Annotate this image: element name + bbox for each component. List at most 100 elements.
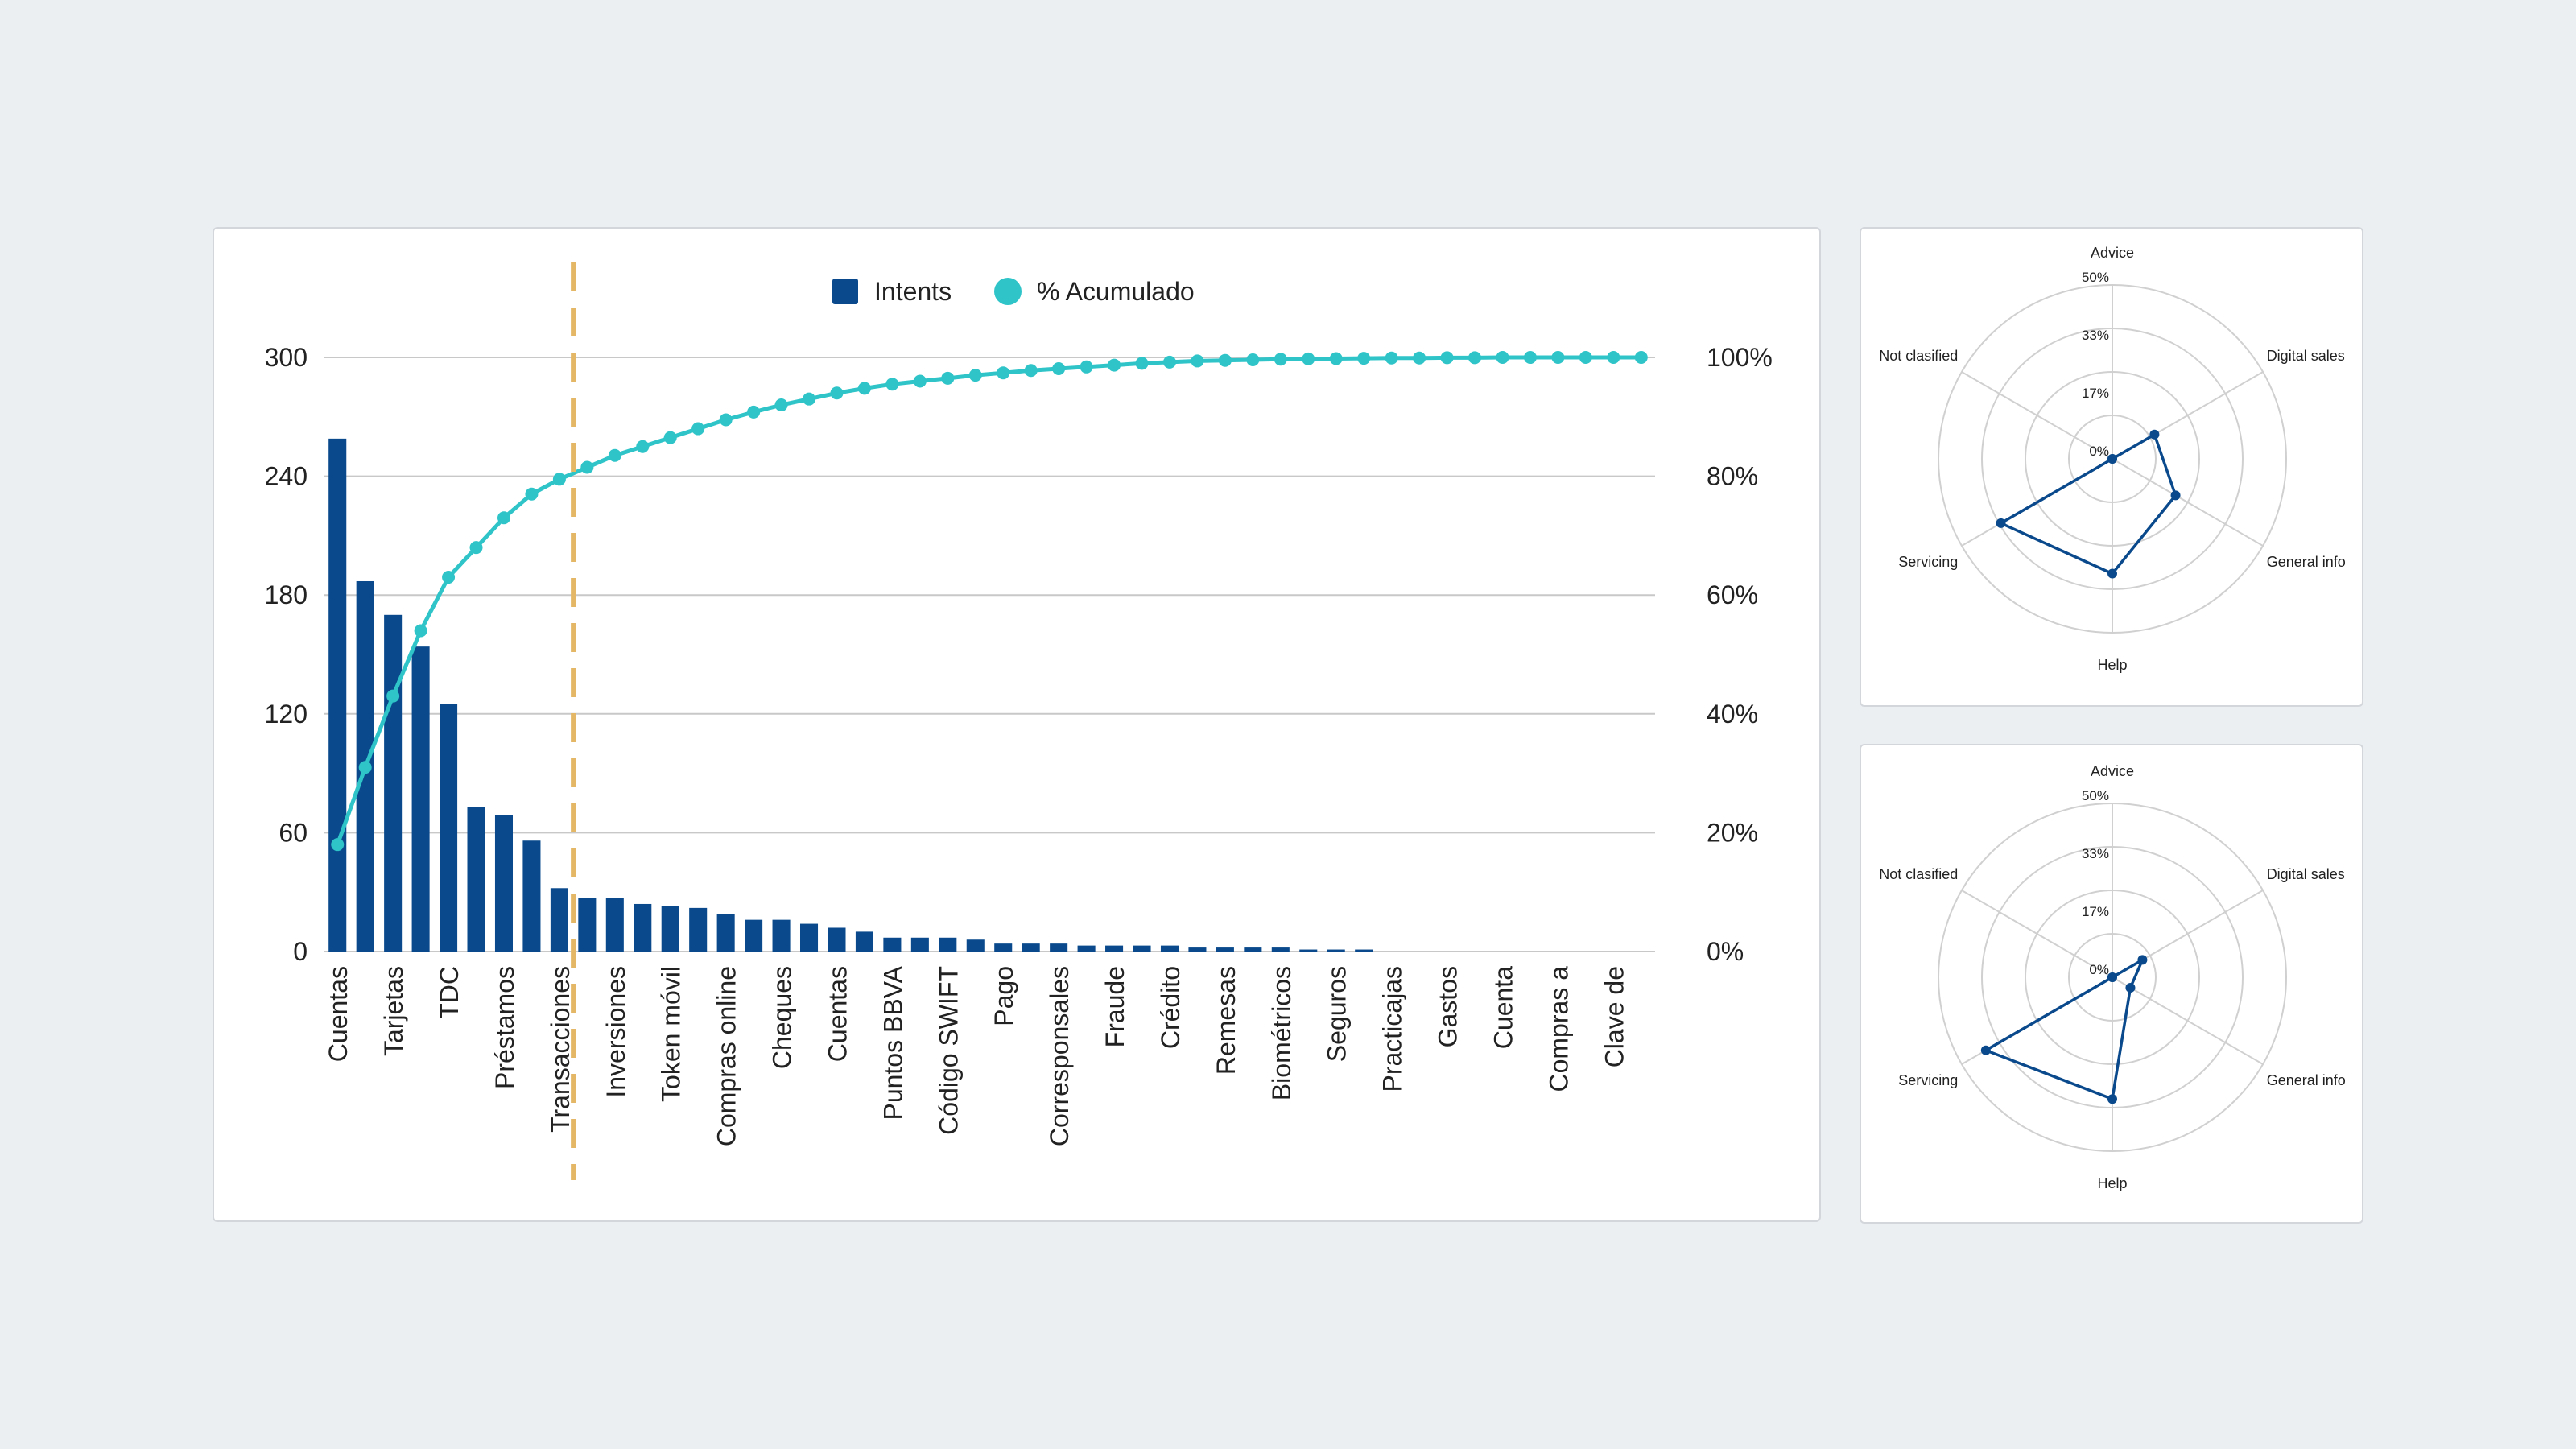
- bar: [1271, 947, 1290, 952]
- y-left-tick-label: 60: [279, 818, 308, 847]
- cumulative-point: [1634, 351, 1648, 364]
- bar: [1188, 947, 1207, 952]
- cumulative-point: [580, 460, 594, 474]
- pareto-chart-panel: 0 60 120 180 240 300 0% 20% 40% 60% 80% 100% Cuentas…: [213, 227, 1821, 1222]
- cumulative-point: [1274, 353, 1287, 366]
- bar: [855, 931, 873, 952]
- cumulative-point: [663, 431, 677, 444]
- cumulative-point: [1080, 360, 1093, 374]
- bar: [966, 939, 985, 952]
- bar: [1022, 943, 1040, 952]
- y-right-tick-label: 0%: [1707, 937, 1744, 966]
- cumulative-point: [941, 371, 955, 385]
- category-label: Fraude: [1100, 966, 1129, 1047]
- cumulative-point: [386, 689, 400, 703]
- y-right-tick-label: 20%: [1707, 818, 1758, 847]
- cumulative-point: [1329, 352, 1343, 365]
- radar-spoke: [2112, 976, 2264, 1065]
- bar: [1216, 947, 1234, 952]
- cumulative-point: [968, 369, 982, 382]
- category-label: Inversiones: [601, 966, 630, 1098]
- bar: [1355, 949, 1373, 952]
- radar-point: [2107, 454, 2117, 464]
- cumulative-point: [331, 838, 345, 852]
- cumulative-point: [886, 378, 899, 391]
- bar: [772, 919, 791, 952]
- cumulative-point: [1052, 362, 1066, 376]
- y-left-tick-label: 0: [293, 937, 308, 966]
- radar-ring-label: 50%: [2082, 270, 2109, 285]
- radar-axis-label: Help: [2097, 1175, 2127, 1191]
- y-left-tick-label: 180: [265, 580, 308, 609]
- bar: [605, 898, 624, 952]
- category-label: Gastos: [1434, 966, 1463, 1047]
- cumulative-point: [1246, 353, 1260, 366]
- radar-axis-label: General info: [2267, 1072, 2346, 1088]
- cumulative-point: [1302, 352, 1315, 365]
- category-label: Puntos BBVA: [878, 965, 907, 1120]
- category-label: Cuentas: [823, 966, 852, 1062]
- radar-ring-label: 17%: [2082, 904, 2109, 919]
- radar-axis-label: Servicing: [1898, 554, 1958, 570]
- cumulative-point: [1579, 351, 1592, 364]
- bar: [522, 840, 541, 952]
- bar: [689, 907, 708, 952]
- category-label: Biométricos: [1267, 966, 1296, 1100]
- y-left-tick-label: 120: [265, 700, 308, 729]
- y-right-tick-label: 40%: [1707, 700, 1758, 729]
- radar-chart-1: 0% 17% 33% 50% Advice Digital sales General in…: [1879, 245, 2346, 673]
- legend: Intents % Acumulado: [832, 277, 1195, 306]
- bar: [1105, 945, 1124, 952]
- radar-axis-label: Advice: [2091, 763, 2134, 779]
- legend-label-intents: Intents: [874, 277, 952, 306]
- radar-chart-2: 0% 17% 33% 50% Advice Digital sales General in…: [1879, 763, 2346, 1191]
- cumulative-point: [1191, 354, 1204, 368]
- category-label: Token móvil: [657, 966, 686, 1102]
- cumulative-point: [913, 374, 927, 388]
- category-label: Remesas: [1212, 966, 1241, 1075]
- cumulative-point: [691, 422, 705, 436]
- legend-swatch-cumulative: [994, 278, 1022, 305]
- category-label: Clave de: [1600, 966, 1629, 1067]
- bar: [467, 807, 485, 952]
- y-left-tick-label: 240: [265, 462, 308, 491]
- radar-ring-label: 50%: [2082, 788, 2109, 803]
- cumulative-point: [358, 761, 372, 774]
- bar: [384, 614, 402, 952]
- bar: [1299, 949, 1318, 952]
- radar-axis-label: General info: [2267, 554, 2346, 570]
- bar: [578, 898, 597, 952]
- bar: [550, 888, 568, 952]
- radar-series-polygon: [1982, 956, 2146, 1101]
- radar-spoke: [1961, 890, 2113, 978]
- cumulative-point: [1135, 357, 1149, 370]
- category-label: Seguros: [1323, 966, 1352, 1062]
- radar-series-polygon: [1997, 432, 2178, 576]
- legend-label-cumulative: % Acumulado: [1037, 277, 1195, 306]
- cumulative-point: [1496, 351, 1509, 364]
- bar: [1244, 947, 1262, 952]
- radar-chart-panel-2: 0% 17% 33% 50% Advice Digital sales General in…: [1860, 744, 2363, 1224]
- cumulative-point: [552, 473, 566, 486]
- radar-point: [2137, 955, 2148, 965]
- cumulative-point: [1551, 351, 1565, 364]
- cumulative-point: [1523, 351, 1537, 364]
- radar-axis-label: Advice: [2091, 245, 2134, 261]
- bar: [1327, 949, 1345, 952]
- cumulative-point: [997, 366, 1010, 380]
- category-label: Compras a: [1544, 966, 1573, 1092]
- bar: [661, 906, 679, 952]
- cumulative-point: [1440, 351, 1454, 365]
- bar: [716, 914, 735, 952]
- category-label: Crédito: [1156, 966, 1185, 1049]
- category-label: Cuentas: [324, 966, 353, 1062]
- bar: [494, 815, 514, 952]
- bar: [1077, 945, 1096, 952]
- y-right-tick-label: 60%: [1707, 580, 1758, 609]
- radar-ring-label: 33%: [2082, 846, 2109, 861]
- radar-axis-label: Not clasified: [1879, 348, 1958, 364]
- bar: [440, 704, 458, 952]
- category-label: Cuenta: [1488, 966, 1517, 1049]
- cumulative-point: [1357, 352, 1371, 365]
- bar: [411, 646, 430, 952]
